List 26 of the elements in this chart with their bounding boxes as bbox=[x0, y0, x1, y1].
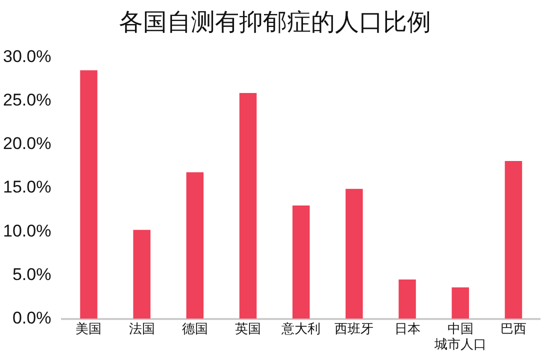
bar bbox=[80, 70, 98, 319]
y-tick-label: 25.0% bbox=[3, 90, 52, 110]
chart-title: 各国自测有抑郁症的人口比例 bbox=[118, 7, 432, 38]
y-tick-label: 0.0% bbox=[12, 308, 52, 328]
bar bbox=[292, 205, 310, 319]
x-tick-label: 意大利 bbox=[280, 322, 321, 337]
y-tick-label: 10.0% bbox=[3, 221, 52, 240]
x-tick-label: 西班牙 bbox=[334, 322, 374, 337]
bar bbox=[186, 172, 204, 319]
x-tick-label: 法国 bbox=[128, 322, 155, 337]
y-tick-label: 15.0% bbox=[3, 178, 52, 197]
x-tick-label: 英国 bbox=[235, 322, 262, 337]
x-tick-label: 德国 bbox=[182, 322, 208, 337]
y-tick-label: 30.0% bbox=[3, 46, 52, 66]
bar bbox=[239, 92, 257, 319]
x-tick-label: 巴西 bbox=[500, 322, 526, 337]
x-tick-label: 日本 bbox=[394, 322, 420, 337]
bar bbox=[133, 230, 150, 319]
bar bbox=[452, 287, 469, 319]
bar bbox=[398, 280, 416, 319]
y-tick-label: 5.0% bbox=[12, 264, 52, 284]
y-tick-label: 20.0% bbox=[3, 134, 52, 154]
bar bbox=[504, 160, 522, 319]
bar bbox=[346, 188, 363, 319]
x-tick-label: 中国城市人口 bbox=[433, 322, 486, 353]
x-tick-label: 美国 bbox=[76, 320, 102, 337]
